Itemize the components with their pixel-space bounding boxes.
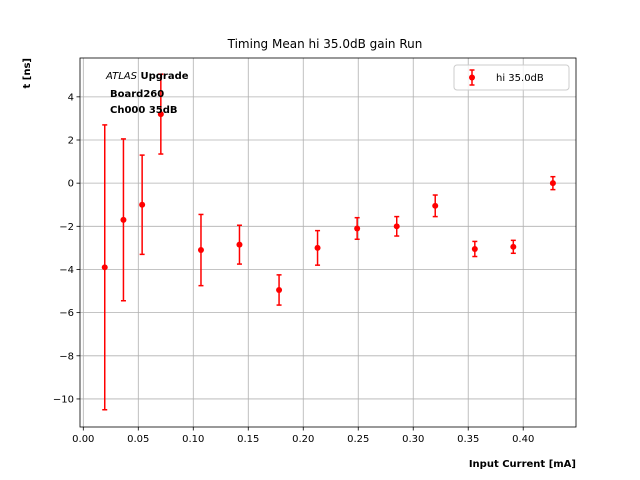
grid <box>80 58 576 427</box>
plot-frame <box>79 57 577 428</box>
data-point <box>120 216 127 223</box>
x-axis-title: Input Current [mA] <box>469 459 576 470</box>
legend: hi 35.0dB <box>453 64 570 91</box>
atlas-annotation: ATLAS Upgrade Board260 Ch000 35dB <box>105 71 189 116</box>
x-tick-label: 0.30 <box>402 434 424 445</box>
axes-ticks: 0.00 0.05 0.10 0.15 0.20 0.25 0.30 0.35 0.40 −10 −… <box>53 92 534 445</box>
upgrade-label: Upgrade <box>140 71 188 82</box>
data-series <box>101 73 556 411</box>
y-tick-label: −10 <box>53 394 74 405</box>
data-point <box>432 202 439 209</box>
legend-label: hi 35.0dB <box>496 73 544 84</box>
x-tick-label: 0.20 <box>292 434 314 445</box>
data-point <box>314 244 321 251</box>
y-tick-label: 0 <box>68 179 74 190</box>
x-tick-label: 0.05 <box>127 434 149 445</box>
chart-title: Timing Mean hi 35.0dB gain Run <box>227 37 423 51</box>
x-tick-label: 0.10 <box>182 434 204 445</box>
data-point <box>471 245 478 252</box>
x-tick-label: 0.35 <box>457 434 479 445</box>
data-point <box>549 180 556 187</box>
y-tick-label: −4 <box>59 265 74 276</box>
data-point <box>354 225 361 232</box>
data-point <box>236 241 243 248</box>
y-tick-label: −2 <box>59 222 74 233</box>
x-tick-label: 0.40 <box>512 434 534 445</box>
data-point <box>157 111 164 118</box>
data-point <box>393 223 400 230</box>
x-tick-label: 0.00 <box>72 434 94 445</box>
atlas-label: ATLAS <box>105 71 138 82</box>
data-point <box>276 286 283 293</box>
x-tick-label: 0.15 <box>237 434 259 445</box>
atlas-label-line: ATLAS Upgrade <box>105 71 189 82</box>
y-tick-label: −6 <box>59 308 74 319</box>
data-point <box>101 264 108 271</box>
x-tick-label: 0.25 <box>347 434 369 445</box>
board-label: Board260 <box>110 89 164 100</box>
y-tick-label: 2 <box>68 136 74 147</box>
legend-marker <box>469 74 475 81</box>
data-point <box>197 247 204 254</box>
y-tick-label: 4 <box>68 92 74 103</box>
y-axis-title: t [ns] <box>22 58 33 88</box>
channel-label: Ch000 35dB <box>110 105 178 116</box>
data-point <box>139 201 146 208</box>
y-tick-label: −8 <box>59 351 74 362</box>
data-point <box>510 243 517 250</box>
legend-box <box>453 64 570 91</box>
